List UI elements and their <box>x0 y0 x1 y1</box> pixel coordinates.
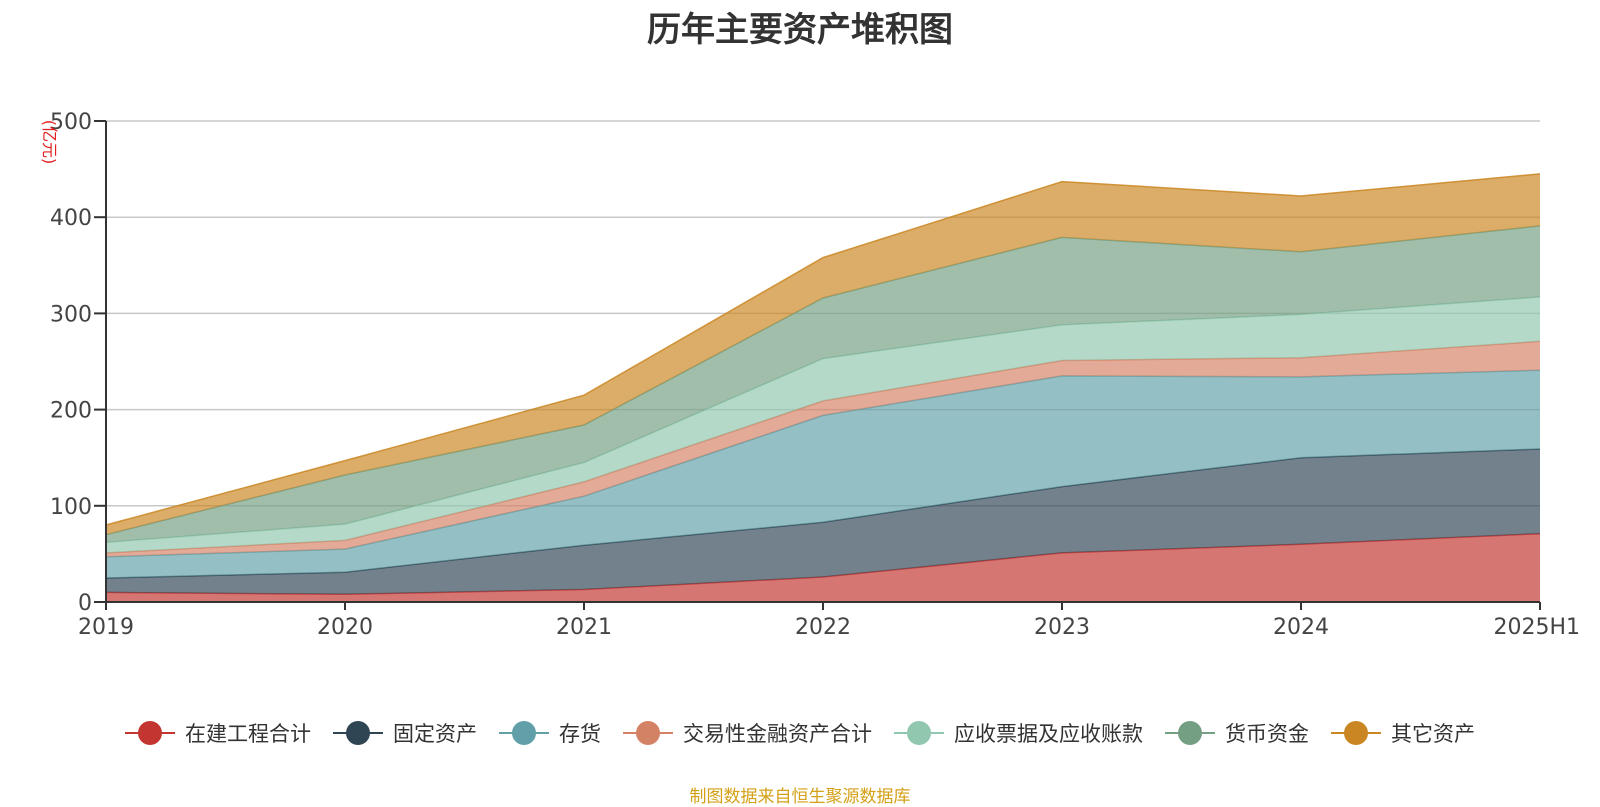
legend-label: 在建工程合计 <box>185 722 311 746</box>
legend-item[interactable]: 货币资金 <box>1165 718 1309 748</box>
area-series <box>105 173 1541 602</box>
area-series-5 <box>106 225 1540 543</box>
x-tick-label: 2022 <box>795 615 851 640</box>
y-tick-label: 400 <box>50 206 92 231</box>
area-series-0 <box>106 533 1540 602</box>
legend-item[interactable]: 其它资产 <box>1331 718 1475 748</box>
area-series-4 <box>106 297 1540 553</box>
area-series-2 <box>106 370 1540 578</box>
y-tick-label: 100 <box>50 495 92 520</box>
area-series-1 <box>106 449 1540 595</box>
x-tick-label: 2023 <box>1034 615 1090 640</box>
area-edge-6 <box>105 173 1541 526</box>
y-tick-label: 200 <box>50 399 92 424</box>
x-tick-label: 2019 <box>78 615 134 640</box>
y-tick-label: 0 <box>78 591 92 616</box>
legend-marker-icon <box>125 721 175 745</box>
legend-item[interactable]: 固定资产 <box>333 718 477 748</box>
x-tick-label: 2021 <box>556 615 612 640</box>
legend-item[interactable]: 交易性金融资产合计 <box>623 718 872 748</box>
legend-label: 应收票据及应收账款 <box>954 722 1143 746</box>
legend-item[interactable]: 应收票据及应收账款 <box>894 718 1143 748</box>
y-axis-label: (亿元) <box>40 120 59 165</box>
x-tick-label: 2020 <box>317 615 373 640</box>
legend-marker-icon <box>1331 721 1381 745</box>
legend-label: 货币资金 <box>1225 722 1309 746</box>
area-series-6 <box>106 173 1540 535</box>
legend-marker-icon <box>499 721 549 745</box>
chart-title: 历年主要资产堆积图 <box>647 10 953 50</box>
legend-marker-icon <box>894 721 944 745</box>
legend-label: 固定资产 <box>393 722 477 746</box>
y-tick-label: 300 <box>50 302 92 327</box>
legend-item[interactable]: 存货 <box>499 718 601 748</box>
legend-label: 交易性金融资产合计 <box>683 722 872 746</box>
x-tick-label: 2024 <box>1273 615 1329 640</box>
legend-marker-icon <box>333 721 383 745</box>
axes: 0 100 200 300 400 500 2019 2020 2021 2022 2023 2024… <box>50 110 1580 640</box>
y-tick-label: 500 <box>50 110 92 135</box>
area-series-3 <box>106 341 1540 557</box>
legend-label: 存货 <box>559 722 601 746</box>
legend-label: 其它资产 <box>1391 722 1475 746</box>
source-note: 制图数据来自恒生聚源数据库 <box>689 787 911 807</box>
legend-marker-icon <box>1165 721 1215 745</box>
legend: 在建工程合计 固定资产 存货 交易性金融资产合计 应收票据及应收账款 货币资金 其它资产 <box>0 718 1600 748</box>
legend-marker-icon <box>623 721 673 745</box>
legend-item[interactable]: 在建工程合计 <box>125 718 311 748</box>
x-tick-label: 2025H1 <box>1493 615 1580 640</box>
